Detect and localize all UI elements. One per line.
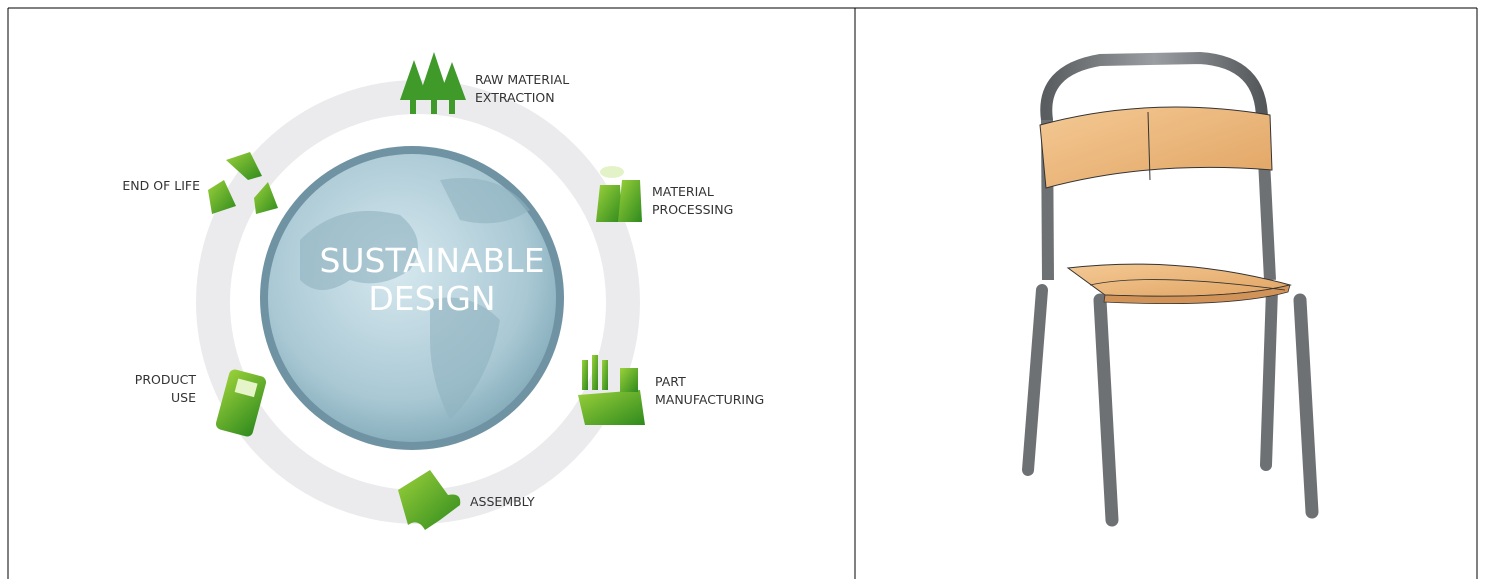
- cycle-diagram: [196, 52, 645, 530]
- recycle-icon: [208, 152, 278, 214]
- stage-label: MANUFACTURING: [655, 392, 764, 407]
- stage-label: USE: [171, 390, 196, 405]
- processing-icon: [596, 166, 642, 222]
- stage-label: RAW MATERIAL: [475, 72, 569, 87]
- stage-label: END OF LIFE: [122, 178, 200, 193]
- stage-label: ASSEMBLY: [470, 494, 535, 509]
- puzzle-icon: [398, 470, 461, 530]
- table-border: [7, 7, 1478, 579]
- stage-label: MATERIAL: [652, 184, 714, 199]
- center-title: DESIGN: [368, 279, 495, 318]
- center-title: SUSTAINABLE: [319, 241, 544, 280]
- stage-label: EXTRACTION: [475, 90, 555, 105]
- stage-label: PROCESSING: [652, 202, 733, 217]
- tree-icon: [400, 52, 466, 114]
- phone-icon: [215, 369, 267, 437]
- stage-label: PRODUCT: [135, 372, 197, 387]
- factory-icon: [578, 355, 645, 425]
- stage-label: PART: [655, 374, 686, 389]
- chair-image: [1022, 51, 1319, 527]
- continents: [300, 178, 530, 420]
